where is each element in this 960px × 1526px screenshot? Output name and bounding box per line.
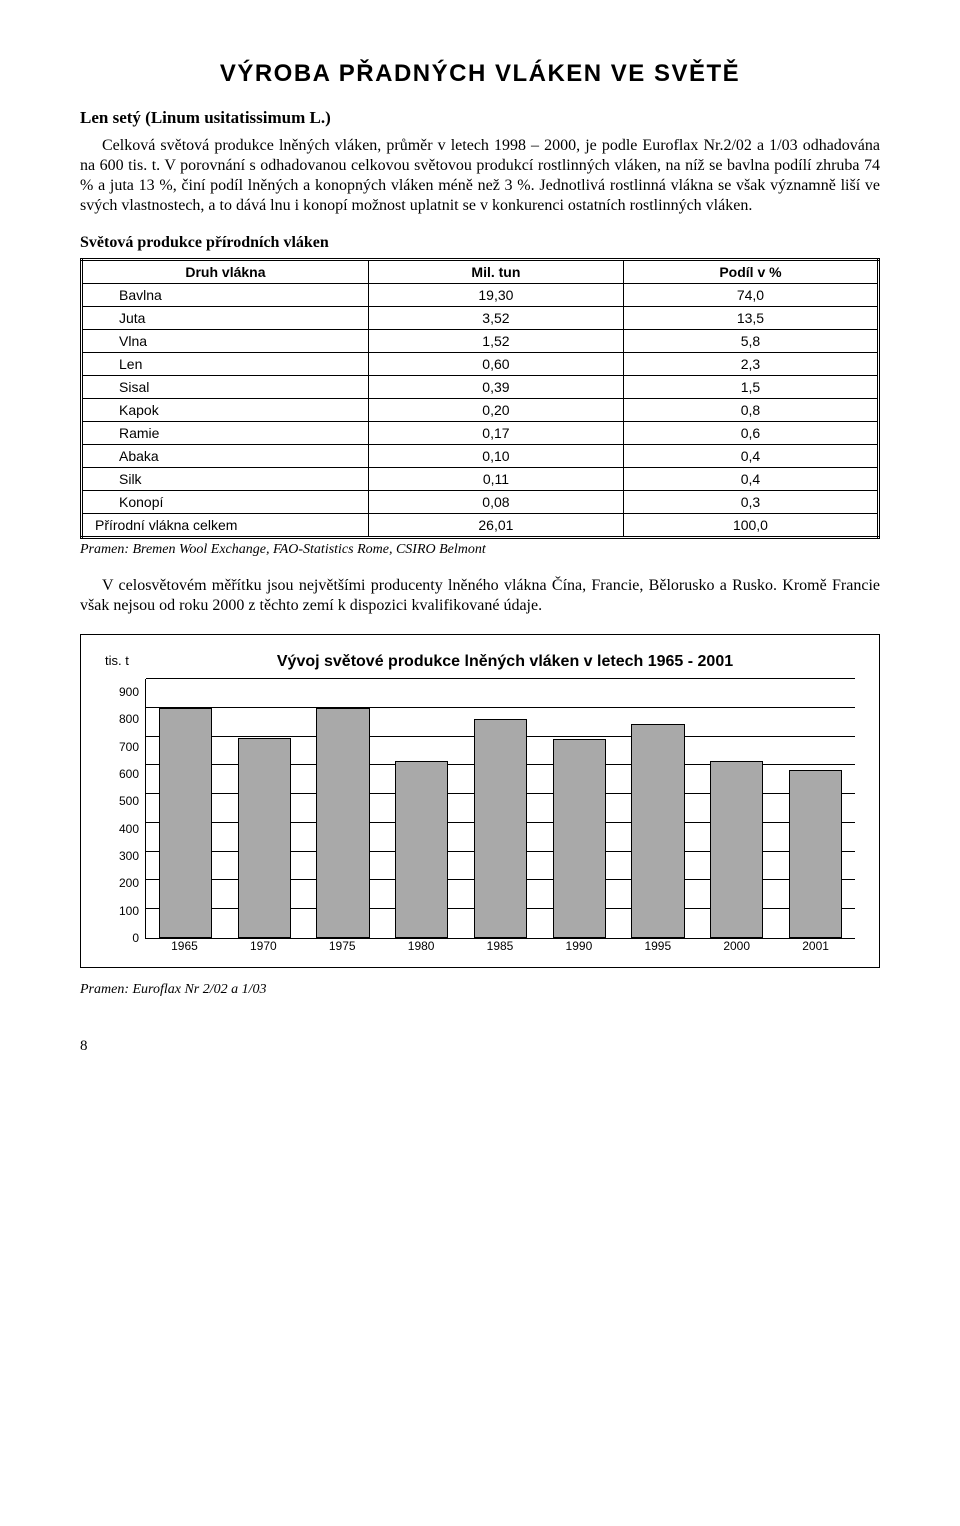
table-cell: 0,60: [368, 353, 623, 376]
table-caption: Světová produkce přírodních vláken: [80, 234, 880, 252]
fiber-table: Druh vláknaMil. tunPodíl v % Bavlna19,30…: [80, 258, 880, 539]
table-source: Pramen: Bremen Wool Exchange, FAO-Statis…: [80, 542, 880, 558]
y-tick-label: 100: [119, 904, 139, 918]
table-cell: 0,08: [368, 491, 623, 514]
chart-plot-area: [145, 679, 855, 939]
table-cell: 3,52: [368, 307, 623, 330]
table-header-cell: Mil. tun: [368, 260, 623, 284]
table-row: Len0,602,3: [82, 353, 879, 376]
table-cell: Bavlna: [82, 284, 369, 307]
table-cell: 0,20: [368, 399, 623, 422]
table-cell: Len: [82, 353, 369, 376]
table-cell: 0,10: [368, 445, 623, 468]
table-cell: Juta: [82, 307, 369, 330]
table-cell: Přírodní vlákna celkem: [82, 514, 369, 538]
bar-chart: tis. t Vývoj světové produkce lněných vl…: [80, 634, 880, 968]
table-total-row: Přírodní vlákna celkem26,01100,0: [82, 514, 879, 538]
table-row: Ramie0,170,6: [82, 422, 879, 445]
y-tick-label: 200: [119, 876, 139, 890]
table-cell: Abaka: [82, 445, 369, 468]
grid-line: [146, 678, 855, 679]
table-header-cell: Podíl v %: [623, 260, 878, 284]
table-cell: 2,3: [623, 353, 878, 376]
bar: [159, 708, 212, 938]
y-tick-label: 600: [119, 767, 139, 781]
subheading: Len setý (Linum usitatissimum L.): [80, 108, 880, 128]
y-tick-label: 400: [119, 822, 139, 836]
y-tick-label: 0: [132, 931, 139, 945]
y-tick-label: 700: [119, 740, 139, 754]
table-cell: 0,39: [368, 376, 623, 399]
table-cell: 13,5: [623, 307, 878, 330]
table-row: Juta3,5213,5: [82, 307, 879, 330]
table-cell: 0,4: [623, 468, 878, 491]
table-row: Abaka0,100,4: [82, 445, 879, 468]
table-row: Bavlna19,3074,0: [82, 284, 879, 307]
x-tick-label: 1980: [382, 939, 461, 953]
table-header-cell: Druh vlákna: [82, 260, 369, 284]
x-tick-label: 2000: [697, 939, 776, 953]
x-tick-label: 1990: [539, 939, 618, 953]
table-cell: 1,5: [623, 376, 878, 399]
y-tick-label: 300: [119, 849, 139, 863]
table-cell: Vlna: [82, 330, 369, 353]
chart-y-unit: tis. t: [105, 653, 155, 668]
table-row: Konopí0,080,3: [82, 491, 879, 514]
table-cell: 1,52: [368, 330, 623, 353]
bar: [631, 724, 684, 938]
bar: [238, 738, 291, 938]
x-tick-label: 1965: [145, 939, 224, 953]
y-tick-label: 500: [119, 794, 139, 808]
table-cell: 0,4: [623, 445, 878, 468]
table-cell: 5,8: [623, 330, 878, 353]
table-cell: Sisal: [82, 376, 369, 399]
y-tick-label: 900: [119, 685, 139, 699]
paragraph-2: V celosvětovém měřítku jsou největšími p…: [80, 576, 880, 616]
chart-y-labels: 9008007006005004003002001000: [105, 679, 145, 939]
bar: [553, 739, 606, 938]
table-cell: 0,17: [368, 422, 623, 445]
table-cell: 26,01: [368, 514, 623, 538]
bar: [395, 761, 448, 938]
table-cell: Silk: [82, 468, 369, 491]
chart-title: Vývoj světové produkce lněných vláken v …: [155, 653, 855, 671]
x-tick-label: 1995: [618, 939, 697, 953]
grid-line: [146, 707, 855, 708]
chart-source: Pramen: Euroflax Nr 2/02 a 1/03: [80, 982, 880, 998]
chart-x-labels: 196519701975198019851990199520002001: [145, 939, 855, 953]
x-tick-label: 2001: [776, 939, 855, 953]
table-row: Silk0,110,4: [82, 468, 879, 491]
table-cell: 0,8: [623, 399, 878, 422]
table-cell: 0,3: [623, 491, 878, 514]
x-tick-label: 1975: [303, 939, 382, 953]
bar: [710, 761, 763, 938]
table-cell: 100,0: [623, 514, 878, 538]
page-title: VÝROBA PŘADNÝCH VLÁKEN VE SVĚTĚ: [80, 60, 880, 88]
table-row: Kapok0,200,8: [82, 399, 879, 422]
table-cell: Kapok: [82, 399, 369, 422]
paragraph-1: Celková světová produkce lněných vláken,…: [80, 136, 880, 216]
table-row: Vlna1,525,8: [82, 330, 879, 353]
bar: [789, 770, 842, 938]
table-cell: Ramie: [82, 422, 369, 445]
table-cell: Konopí: [82, 491, 369, 514]
bar: [474, 719, 527, 938]
table-cell: 74,0: [623, 284, 878, 307]
table-row: Sisal0,391,5: [82, 376, 879, 399]
y-tick-label: 800: [119, 712, 139, 726]
x-tick-label: 1985: [461, 939, 540, 953]
table-cell: 19,30: [368, 284, 623, 307]
table-cell: 0,11: [368, 468, 623, 491]
x-tick-label: 1970: [224, 939, 303, 953]
table-cell: 0,6: [623, 422, 878, 445]
bar: [316, 708, 369, 938]
page-number: 8: [80, 1038, 880, 1055]
